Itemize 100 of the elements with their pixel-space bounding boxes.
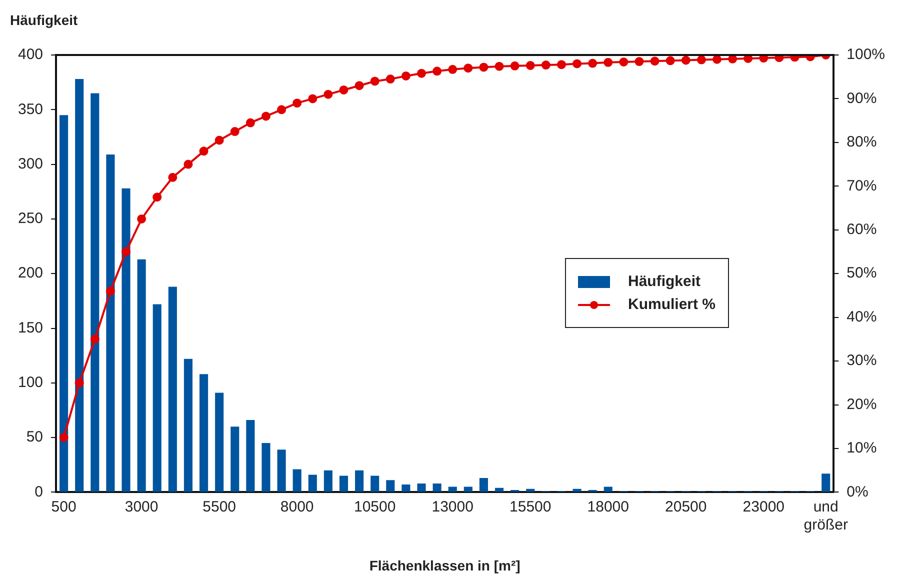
point: [790, 55, 800, 62]
point: [479, 62, 488, 72]
y2-tick-label: 20%: [846, 396, 877, 413]
point: [354, 81, 364, 90]
bar: [292, 469, 302, 492]
bar: [448, 486, 457, 492]
bar: [339, 476, 348, 492]
point: [526, 60, 535, 70]
y2-tick-label: 40%: [846, 308, 877, 326]
point: [432, 66, 442, 76]
point: [619, 57, 628, 66]
x-tick-label: 10500: [354, 498, 396, 516]
y-tick-label: 350: [18, 100, 44, 118]
point: [214, 136, 224, 145]
point: [556, 60, 566, 70]
point: [634, 57, 644, 66]
y-axis-title: Häufigkeit: [10, 12, 78, 28]
point: [774, 55, 784, 62]
y-tick-label: 400: [18, 46, 44, 64]
bar: [215, 392, 224, 492]
y-tick-label: 300: [18, 155, 44, 172]
point: [168, 172, 178, 182]
bar: [168, 286, 177, 492]
point: [199, 146, 208, 156]
x-tick-label: 13000: [432, 498, 474, 516]
point: [696, 55, 706, 64]
y2-tick-label: 90%: [846, 90, 877, 107]
point: [292, 98, 302, 108]
point: [759, 55, 768, 63]
bar: [417, 483, 426, 492]
point: [681, 56, 690, 65]
point: [122, 247, 131, 256]
point: [448, 64, 458, 74]
x-tick-label: 8000: [280, 498, 314, 516]
point: [604, 58, 613, 67]
x-axis-title: Flächenklassen in [m²]: [369, 557, 520, 574]
y-tick-label: 250: [18, 210, 44, 228]
x-tick-label: 18000: [587, 498, 629, 516]
point: [246, 118, 255, 128]
bar: [355, 470, 364, 492]
point: [712, 55, 722, 64]
bar: [370, 476, 380, 492]
point: [277, 105, 286, 114]
bar: [432, 483, 442, 492]
point: [572, 59, 582, 68]
bar: [199, 374, 208, 492]
point: [106, 286, 115, 296]
point: [370, 76, 380, 86]
y2-tick-label: 50%: [846, 264, 877, 282]
bar: [308, 474, 317, 492]
y2-tick-label: 10%: [846, 440, 877, 457]
x-tick-label: 3000: [124, 498, 158, 516]
bar: [75, 79, 84, 492]
y-tick-label: 50: [26, 428, 44, 446]
bar: [60, 115, 68, 492]
bar: [262, 443, 270, 492]
point: [588, 58, 598, 68]
bar: [402, 484, 410, 492]
bar: [572, 488, 582, 492]
legend-label: Häufigkeit: [628, 273, 701, 290]
bar: [230, 426, 240, 492]
bar: [184, 358, 192, 492]
point: [74, 378, 84, 388]
y-tick-label: 200: [18, 264, 44, 282]
point: [417, 68, 426, 78]
point: [184, 160, 193, 169]
point: [339, 85, 348, 94]
y2-tick-label: 0%: [846, 483, 868, 500]
point: [650, 56, 660, 66]
bar: [479, 478, 488, 492]
x-tick-label: 23000: [742, 498, 785, 516]
point: [666, 56, 675, 66]
point: [308, 94, 318, 104]
x-tick-label: 5500: [202, 498, 236, 516]
point: [744, 55, 753, 63]
bar: [277, 450, 286, 492]
bar: [152, 304, 162, 492]
y-tick-label: 150: [18, 319, 44, 336]
y2-tick-label: 80%: [846, 134, 877, 151]
x-tick-label: 20500: [665, 498, 707, 516]
point: [464, 64, 473, 73]
point: [728, 55, 738, 64]
bar: [822, 474, 830, 492]
point: [152, 192, 162, 202]
point: [541, 60, 550, 70]
x-tick-label: und größer: [804, 498, 848, 534]
bar: [464, 486, 472, 492]
point: [386, 74, 395, 84]
point: [494, 62, 504, 71]
x-tick-label: 500: [51, 498, 76, 516]
bar: [494, 488, 504, 492]
y-tick-label: 0: [34, 483, 44, 500]
point: [324, 90, 333, 99]
y2-tick-label: 30%: [846, 352, 877, 370]
point: [401, 71, 410, 80]
bar: [324, 470, 332, 492]
point: [261, 112, 270, 121]
bar: [137, 259, 146, 492]
bar: [386, 480, 395, 492]
point: [137, 214, 146, 224]
